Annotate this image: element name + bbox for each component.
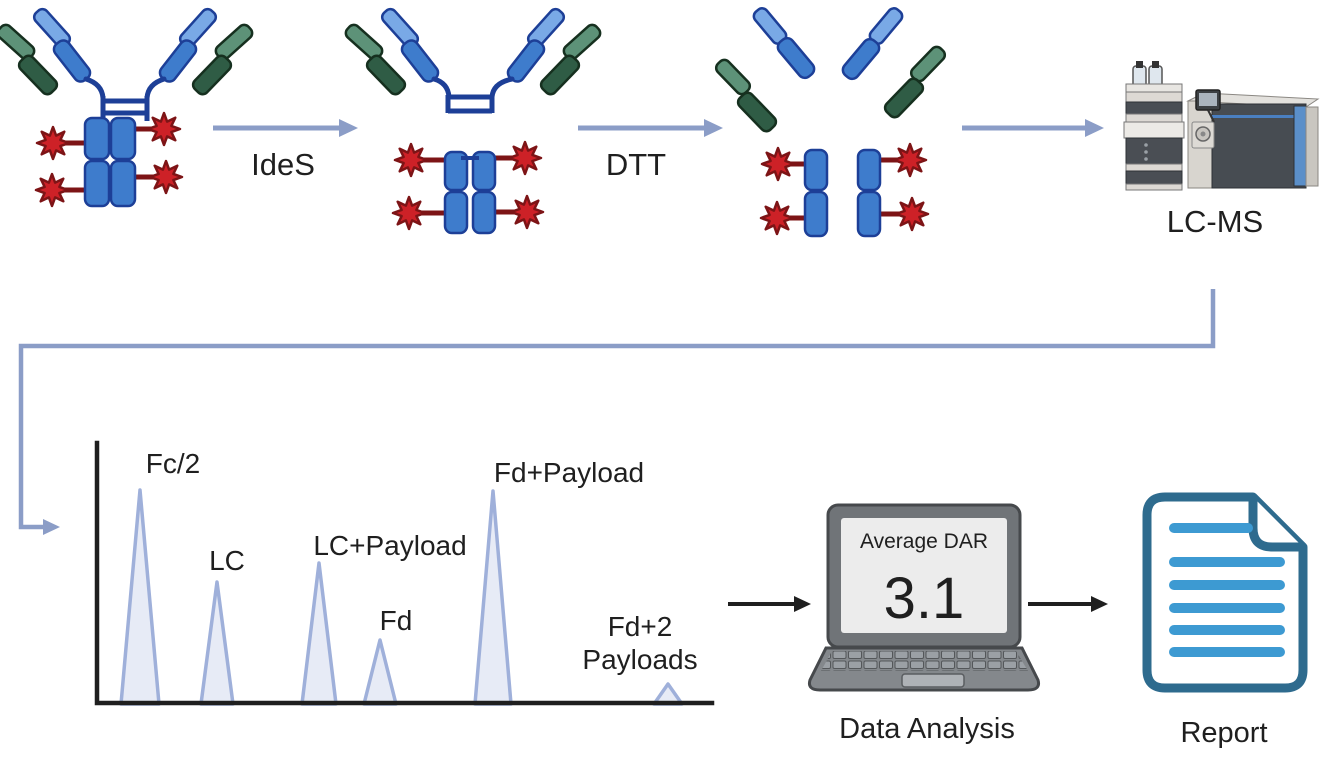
spectrum-peak-label: Fc/2 xyxy=(146,448,200,479)
spectrum-peak xyxy=(119,488,161,706)
spectrum-axes xyxy=(94,440,715,706)
spectrum-peak-label: LC+Payload xyxy=(313,530,466,561)
dtt-step-arrow-icon xyxy=(578,119,723,137)
laptop-icon xyxy=(808,503,1040,692)
spectrum-peak xyxy=(199,580,235,706)
report-document-icon xyxy=(1142,492,1308,693)
intact-adc-icon xyxy=(0,7,255,208)
reduced-adc-fragments-icon xyxy=(714,7,947,238)
fab2-fragment-icon xyxy=(343,7,602,114)
payload-star-icon xyxy=(759,142,930,236)
average-dar-value: 3.1 xyxy=(884,566,965,631)
spectrum-peak-label: Fd xyxy=(380,605,413,636)
spectrum-peak-label: Fd+Payload xyxy=(494,457,644,488)
ides-label: IdeS xyxy=(251,147,315,182)
average-dar-title: Average DAR xyxy=(860,530,988,553)
data-analysis-label: Data Analysis xyxy=(839,713,1015,745)
ides-step-arrow-icon xyxy=(213,119,358,137)
payload-linker-lines xyxy=(777,157,912,221)
spectrum-peak-label: Fd+2 xyxy=(608,611,673,642)
report-label: Report xyxy=(1180,717,1267,749)
spectrum-peak xyxy=(473,489,513,706)
spectrum-peak xyxy=(362,638,398,706)
spectrum-peak xyxy=(300,561,338,706)
dtt-label: DTT xyxy=(606,147,666,182)
spectrum-to-analysis-arrow-icon xyxy=(728,596,811,612)
spectrum-peak-label: Payloads xyxy=(582,644,697,675)
to-lcms-arrow-icon xyxy=(962,119,1104,137)
lcms-to-spectrum-connector-icon xyxy=(18,289,1216,535)
fc-fragment-with-payloads-icon xyxy=(391,140,545,235)
lcms-label: LC-MS xyxy=(1167,204,1263,239)
report-text-lines xyxy=(1169,523,1285,657)
analysis-to-report-arrow-icon xyxy=(1028,596,1108,612)
lc-ms-instrument-icon xyxy=(1123,61,1320,191)
spectrum-peak-label: LC xyxy=(209,545,245,576)
